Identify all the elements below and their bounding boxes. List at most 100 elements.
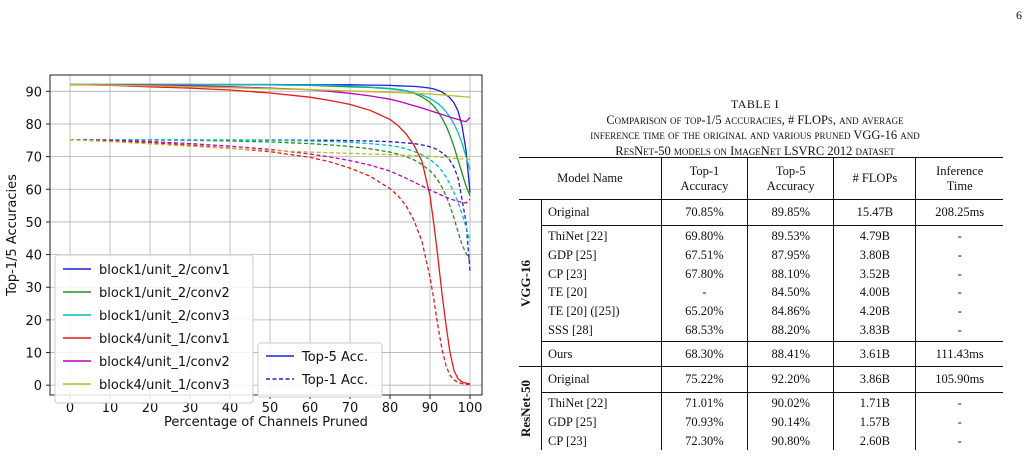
value-cell: 90.80% bbox=[747, 431, 834, 450]
table-row: GDP [25] 67.51% 87.95% 3.80B - bbox=[519, 246, 1003, 265]
caption-line-1: Comparison of top-1/5 accuracies, # FLOP… bbox=[606, 112, 904, 127]
caption-line-2: inference time of the original and vario… bbox=[590, 128, 920, 142]
table-row: Ours 68.30% 88.41% 3.61B 111.43ms bbox=[519, 341, 1003, 367]
value-cell: 72.30% bbox=[660, 431, 748, 450]
value-cell: - bbox=[915, 392, 1003, 413]
series-line bbox=[70, 83, 471, 170]
x-tick-label: 80 bbox=[382, 401, 399, 416]
x-axis-label: Percentage of Channels Pruned bbox=[164, 415, 368, 430]
header-model-name: Model Name bbox=[557, 171, 623, 186]
model-name-cell: GDP [25] bbox=[541, 246, 662, 265]
value-cell: 3.86B bbox=[833, 366, 916, 392]
header-inference-time: Inference Time bbox=[915, 157, 1003, 200]
x-tick-label: 30 bbox=[182, 401, 199, 416]
group-label-resnet50-text: ResNet-50 bbox=[518, 379, 533, 438]
legend-label: block4/unit_1/conv1 bbox=[99, 332, 230, 347]
value-cell: - bbox=[915, 246, 1003, 265]
value-cell: 4.20B bbox=[833, 301, 916, 320]
header-top5: Top-5 Accuracy bbox=[747, 157, 834, 200]
value-cell: 89.53% bbox=[747, 225, 834, 246]
x-tick-label: 90 bbox=[422, 401, 439, 416]
value-cell: - bbox=[915, 283, 1003, 302]
header-top1-line2: Accuracy bbox=[680, 178, 729, 193]
series-line bbox=[69, 139, 471, 204]
series-line bbox=[69, 83, 471, 123]
table-header-row: Model Name Top-1 Accuracy Top-5 Accuracy # FL… bbox=[519, 157, 1003, 200]
value-cell: 1.57B bbox=[833, 413, 916, 432]
series-line bbox=[69, 139, 471, 161]
value-cell: 208.25ms bbox=[915, 199, 1003, 225]
legend-label: Top-5 Acc. bbox=[301, 350, 368, 365]
model-name-cell: ThiNet [22] bbox=[541, 225, 662, 246]
value-cell: 3.61B bbox=[833, 341, 916, 367]
value-cell: - bbox=[915, 264, 1003, 283]
value-cell: 92.20% bbox=[747, 366, 834, 392]
header-top1: Top-1 Accuracy bbox=[660, 157, 748, 200]
value-cell: - bbox=[660, 283, 748, 302]
model-name-cell: Original bbox=[541, 199, 662, 225]
y-tick-label: 40 bbox=[25, 249, 42, 264]
legend-layers-box bbox=[54, 254, 254, 404]
caption-line-3: ResNet-50 models on ImageNet LSVRC 2012 … bbox=[615, 143, 895, 158]
value-cell: 68.53% bbox=[660, 320, 748, 341]
value-cell: 89.85% bbox=[747, 199, 834, 225]
y-axis-label: Top-1/5 Accuracies bbox=[5, 174, 20, 297]
value-cell: - bbox=[915, 320, 1003, 341]
results-table: Model Name Top-1 Accuracy Top-5 Accuracy # FL… bbox=[518, 157, 1003, 451]
value-cell: 75.22% bbox=[660, 366, 748, 392]
value-cell: 88.41% bbox=[747, 341, 834, 367]
table-row: CP [23] 67.80% 88.10% 3.52B - bbox=[519, 264, 1003, 283]
table-row: GDP [25] 70.93% 90.14% 1.57B - bbox=[519, 413, 1003, 432]
series-line bbox=[69, 139, 471, 386]
series-line bbox=[70, 139, 471, 271]
x-tick-label: 100 bbox=[458, 401, 483, 416]
header-flops: # FLOPs bbox=[833, 157, 916, 200]
x-tick-label: 40 bbox=[222, 401, 239, 416]
series-line bbox=[70, 139, 471, 242]
model-name-cell: Ours bbox=[541, 341, 662, 367]
model-name-cell: Original bbox=[541, 366, 662, 392]
x-tick-label: 70 bbox=[342, 401, 359, 416]
table-row: ThiNet [22] 69.80% 89.53% 4.79B - bbox=[519, 225, 1003, 246]
value-cell: 4.79B bbox=[833, 225, 916, 246]
legend-label: block1/unit_2/conv1 bbox=[99, 263, 230, 278]
table-row: SSS [28] 68.53% 88.20% 3.83B - bbox=[519, 320, 1003, 341]
y-tick-label: 90 bbox=[25, 85, 42, 100]
y-tick-label: 20 bbox=[25, 314, 42, 329]
table-row: VGG-16 Original 70.85% 89.85% 15.47B 208.25ms bbox=[518, 199, 1003, 306]
legend-label: block1/unit_2/conv3 bbox=[99, 309, 230, 324]
group-label-resnet50: ResNet-50 bbox=[518, 367, 542, 451]
value-cell: 84.50% bbox=[747, 283, 834, 302]
table-label: TABLE I bbox=[730, 97, 780, 111]
value-cell: 3.52B bbox=[833, 264, 916, 283]
model-name-cell: CP [23] bbox=[541, 264, 662, 283]
value-cell: 2.60B bbox=[833, 431, 916, 450]
series-line bbox=[69, 83, 471, 385]
value-cell: 71.01% bbox=[660, 392, 748, 413]
legend-label: block4/unit_1/conv2 bbox=[99, 355, 230, 370]
value-cell: 88.20% bbox=[747, 320, 834, 341]
group-label-vgg16: VGG-16 bbox=[518, 200, 542, 367]
value-cell: 70.85% bbox=[660, 199, 748, 225]
y-tick-label: 50 bbox=[25, 216, 42, 231]
legend-label: block4/unit_1/conv3 bbox=[99, 378, 230, 393]
table-row: CP [23] 72.30% 90.80% 2.60B - bbox=[519, 431, 1003, 450]
y-tick-label: 70 bbox=[25, 151, 42, 166]
value-cell: - bbox=[915, 413, 1003, 432]
series-line bbox=[69, 83, 471, 98]
y-tick-label: 10 bbox=[25, 347, 42, 362]
legend-label: block1/unit_2/conv2 bbox=[99, 286, 230, 301]
value-cell: 67.51% bbox=[660, 246, 748, 265]
value-cell: 4.00B bbox=[833, 283, 916, 302]
model-name-cell: GDP [25] bbox=[541, 413, 662, 432]
model-name-cell: SSS [28] bbox=[541, 320, 662, 341]
group-label-vgg16-text: VGG-16 bbox=[518, 259, 533, 307]
value-cell: 3.80B bbox=[833, 246, 916, 265]
value-cell: - bbox=[915, 301, 1003, 320]
model-name-cell: ThiNet [22] bbox=[541, 392, 662, 413]
header-inference-time-line1: Inference bbox=[936, 164, 984, 178]
y-tick-label: 30 bbox=[25, 281, 42, 296]
header-top5-line2: Accuracy bbox=[766, 178, 815, 193]
x-tick-label: 10 bbox=[102, 401, 119, 416]
value-cell: - bbox=[915, 431, 1003, 450]
